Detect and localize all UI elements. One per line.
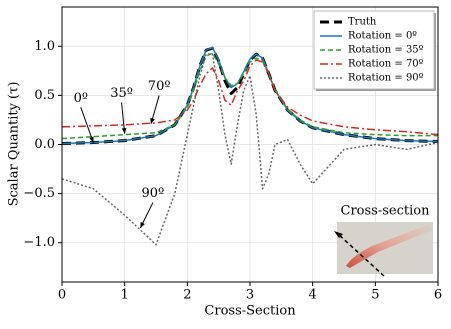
legend-label: Truth [348, 17, 377, 28]
inset-arrowhead [334, 231, 343, 238]
x-tick-label: 5 [371, 288, 379, 303]
x-tick-label: 3 [246, 288, 254, 303]
plot-area [61, 46, 439, 246]
x-tick-label: 1 [121, 288, 129, 303]
x-tick-label: 4 [309, 288, 317, 303]
series-line [61, 52, 438, 140]
x-tick-label: 2 [183, 288, 191, 303]
annotation: 90º [142, 186, 165, 201]
annotation-arrowhead [140, 221, 145, 228]
inset-arrow [337, 233, 385, 277]
legend-label: Rotation = 0º [348, 31, 417, 42]
y-tick-label: −1.0 [23, 235, 55, 250]
legend-label: Rotation = 70º [348, 59, 424, 70]
legend-label: Rotation = 35º [348, 45, 424, 56]
annotation-arrow [80, 107, 94, 143]
legend-box [313, 10, 435, 90]
annotation-arrowhead [89, 136, 94, 143]
annotation: 70º [148, 79, 171, 94]
annotation-arrowhead [150, 117, 155, 124]
inset-streak [346, 224, 432, 268]
inset: Cross-section [334, 204, 433, 277]
annotation: 0º [74, 91, 88, 106]
series-line [61, 59, 439, 136]
legend: Truth Rotation = 0º Rotation = 35º Rotation… [313, 10, 436, 91]
annotation: 35º [110, 86, 133, 101]
y-tick-label: 0.5 [34, 88, 55, 103]
x-tick-label: 6 [434, 288, 442, 303]
y-tick-label: −0.5 [23, 186, 55, 201]
y-tick-label: 0.0 [34, 137, 55, 152]
y-tick-label: 1.0 [34, 39, 55, 54]
y-axis-label: Scalar Quantity (τ) [7, 82, 22, 207]
x-tick-label: 0 [58, 288, 66, 303]
inset-title: Cross-section [341, 204, 431, 219]
annotation-arrowhead [121, 127, 127, 134]
x-axis-label: Cross-Section [204, 304, 296, 319]
legend-label: Rotation = 90º [348, 73, 424, 84]
